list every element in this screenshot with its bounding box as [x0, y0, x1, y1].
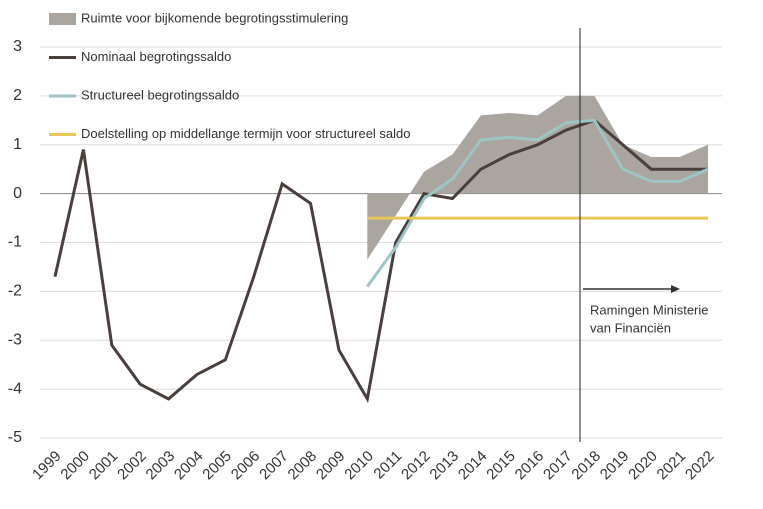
legend-swatch	[49, 13, 76, 25]
x-tick-label: 2009	[313, 448, 349, 484]
x-tick-label: 2004	[171, 448, 207, 484]
x-tick-label: 2008	[285, 448, 321, 484]
x-tick-label: 2013	[426, 448, 462, 484]
x-tick-label: 2020	[625, 448, 661, 484]
annotation: Ramingen Ministerie	[590, 302, 709, 317]
y-tick-label: 2	[13, 87, 22, 104]
x-tick-label: 2010	[341, 448, 377, 484]
x-tick-label: 2017	[540, 448, 576, 484]
area	[367, 95, 708, 260]
x-tick-label: 2001	[86, 448, 122, 484]
x-tick-label: 2016	[512, 448, 548, 484]
y-tick-label: 3	[13, 38, 22, 55]
legend-label: Structureel begrotingssaldo	[81, 87, 239, 102]
y-tick-label: 0	[13, 185, 22, 202]
y-tick-label: -4	[8, 380, 22, 397]
x-tick-label: 2007	[256, 448, 292, 484]
x-tick-label: 2015	[483, 448, 519, 484]
line	[53, 118, 708, 404]
legend-label: Ruimte voor bijkomende begrotingsstimule…	[81, 10, 348, 25]
legend-label: Nominaal begrotingssaldo	[81, 49, 231, 64]
x-tick-label: 2018	[568, 448, 604, 484]
annotation: van Financiën	[590, 320, 671, 335]
forecast-arrowhead	[671, 285, 680, 293]
x-tick-label: 2006	[228, 448, 264, 484]
x-tick-label: 2012	[398, 448, 434, 484]
x-tick-label: 2022	[682, 448, 718, 484]
x-tick-label: 2003	[143, 448, 179, 484]
x-tick-label: 2002	[114, 448, 150, 484]
x-tick-label: 2011	[370, 448, 405, 483]
y-tick-label: -2	[8, 283, 22, 300]
y-tick-label: -3	[8, 331, 22, 348]
line	[366, 118, 709, 288]
x-tick-label: 2005	[199, 448, 235, 484]
x-tick-label: 2014	[455, 448, 491, 484]
legend-label: Doelstelling op middellange termijn voor…	[81, 126, 411, 141]
x-tick-label: 1999	[29, 448, 65, 484]
y-tick-label: 1	[13, 136, 22, 153]
x-tick-label: 2000	[57, 448, 93, 484]
x-tick-label: 2021	[654, 448, 690, 484]
x-tick-label: 2019	[597, 448, 633, 484]
y-tick-label: -1	[8, 234, 22, 251]
y-tick-label: -5	[8, 429, 22, 446]
